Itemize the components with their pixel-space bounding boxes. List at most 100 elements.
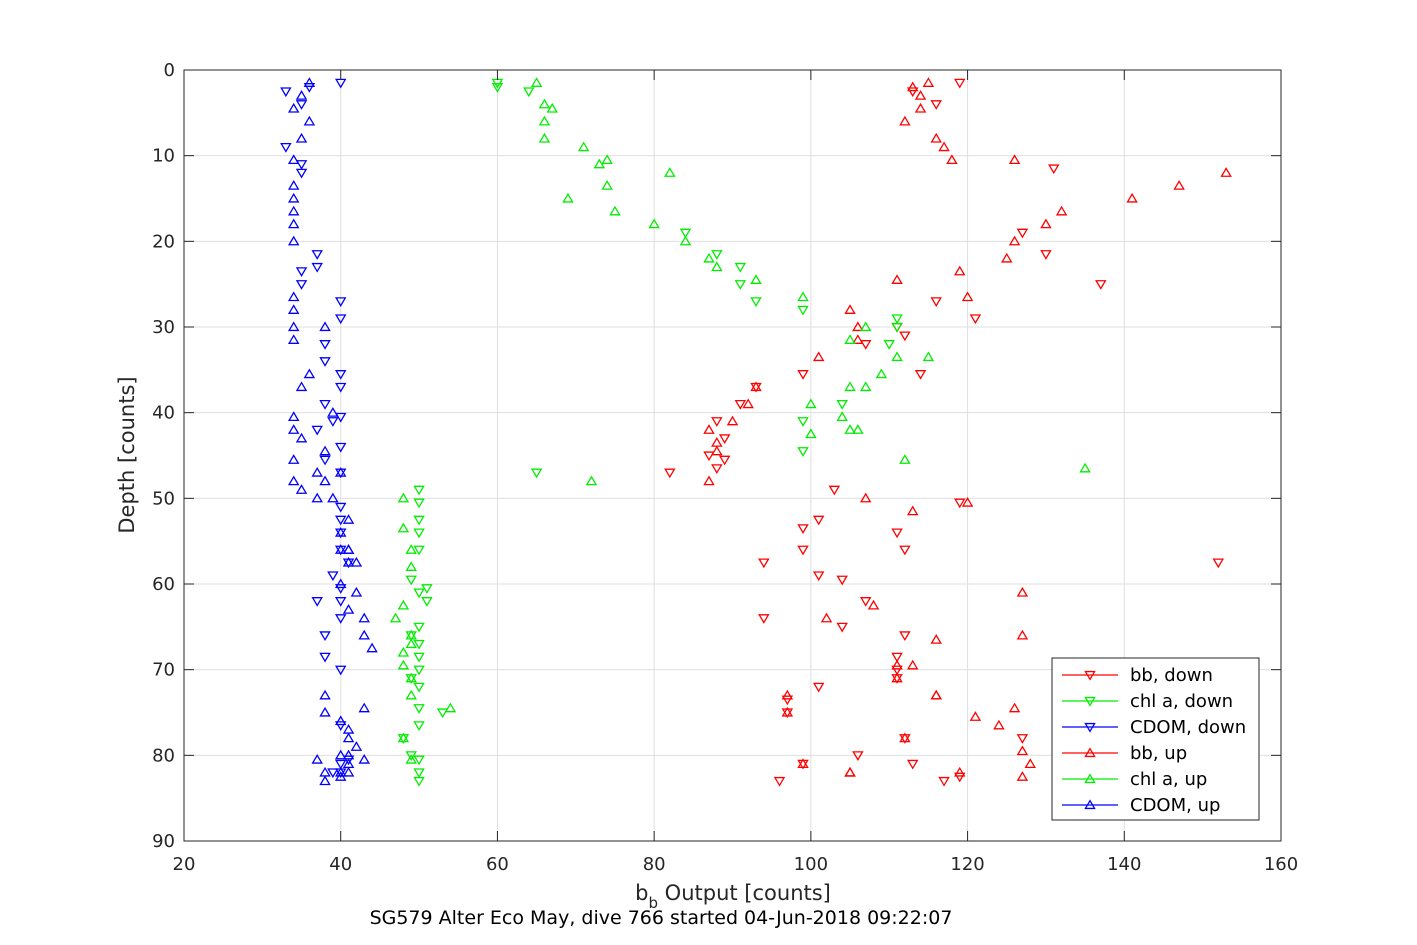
data-point [413,652,425,663]
legend-marker [1084,773,1096,784]
data-point [334,544,347,554]
data-point [664,468,676,479]
data-point [1016,745,1029,756]
y-tick-label: 40 [152,403,175,424]
data-point [319,455,331,466]
data-point [397,732,410,743]
data-point [334,597,347,607]
data-point [287,179,300,190]
data-point [421,597,433,607]
data-point [648,218,660,229]
legend-marker [1084,670,1096,681]
data-point [1016,734,1029,744]
data-point [953,78,966,89]
data-point [899,454,911,464]
data-point [350,586,363,597]
data-point [1173,179,1185,190]
data-point [397,522,410,533]
data-point [875,368,888,379]
data-point [797,758,809,768]
data-point [358,629,370,640]
data-point [334,749,347,760]
y-tick-label: 50 [152,488,175,509]
data-point [914,370,927,380]
data-point [413,776,425,787]
data-point [319,321,331,332]
data-point [891,659,903,670]
data-point [413,528,425,539]
data-point [334,502,347,513]
legend-label: chl a, down [1130,691,1233,712]
data-point [334,526,347,537]
data-point [844,381,856,392]
data-point [1126,192,1138,203]
chart-caption: SG579 Alter Eco May, dive 766 started 04… [370,907,953,929]
data-point [319,775,331,786]
data-point [711,464,723,475]
data-point [287,235,300,246]
data-point [828,485,841,496]
data-point [334,515,347,526]
data-point [718,434,731,445]
data-point [397,492,410,503]
data-point [334,614,347,624]
data-point [609,205,621,216]
data-point [334,584,347,594]
data-point [413,515,425,526]
data-point [797,447,809,457]
data-point [295,267,308,277]
data-point [938,776,950,787]
data-point [287,218,300,229]
data-point [734,262,747,273]
axis-ticks [183,69,1282,842]
data-point [859,321,872,332]
data-point [812,682,825,693]
data-point [703,424,715,434]
data-point [1008,154,1021,165]
data-point [287,454,300,464]
data-point [538,132,551,143]
data-point [413,498,425,509]
data-point [718,455,731,466]
data-point [711,250,723,260]
data-point [883,340,895,350]
data-point [334,466,347,477]
legend-label: chl a, up [1130,769,1207,790]
data-point [836,622,848,633]
data-point [327,768,339,779]
data-point [287,154,300,165]
data-point [781,695,794,706]
data-point [303,115,316,126]
data-point [593,158,606,169]
y-tick-label: 20 [152,231,175,252]
data-point [930,100,942,110]
data-point [812,571,825,582]
data-point [1040,218,1052,229]
data-point [953,498,966,509]
data-point [891,314,903,325]
data-point [413,639,425,650]
tick-labels: 20 40 60 80 100 120 140 160 0 10 20 30 40 50 60 70 80 90 [152,60,1298,875]
data-point [1001,252,1013,263]
data-point [366,642,378,653]
data-point [334,382,347,393]
data-point [287,205,300,216]
data-point [334,766,347,777]
x-tick-label: 160 [1264,854,1298,875]
data-point [319,357,331,367]
data-point [287,424,300,434]
data-point [906,659,919,670]
y-tick-label: 80 [152,745,175,766]
legend-marker [1084,747,1096,758]
data-point [397,646,410,657]
data-point [891,351,903,362]
data-point [969,314,982,325]
data-point [327,492,339,503]
data-point [906,505,919,516]
x-tick-label: 140 [1107,854,1141,875]
data-point [961,291,974,302]
data-point [295,100,308,110]
data-point [922,77,935,87]
data-point [844,334,856,344]
data-point [319,445,331,456]
